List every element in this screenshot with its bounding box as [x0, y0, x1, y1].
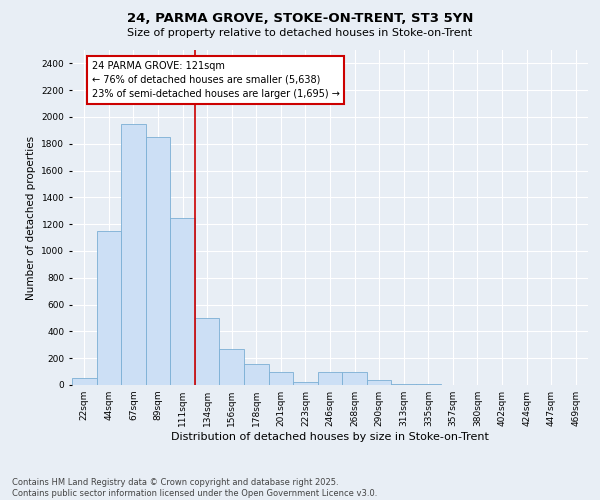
- Bar: [269, 372, 293, 385]
- Text: 24, PARMA GROVE, STOKE-ON-TRENT, ST3 5YN: 24, PARMA GROVE, STOKE-ON-TRENT, ST3 5YN: [127, 12, 473, 26]
- Bar: [195, 318, 220, 385]
- Bar: [220, 349, 244, 385]
- Y-axis label: Number of detached properties: Number of detached properties: [26, 136, 36, 300]
- Bar: [391, 384, 416, 385]
- Bar: [121, 124, 146, 385]
- Bar: [293, 382, 318, 385]
- Text: Contains HM Land Registry data © Crown copyright and database right 2025.
Contai: Contains HM Land Registry data © Crown c…: [12, 478, 377, 498]
- Bar: [97, 231, 121, 385]
- Bar: [244, 364, 269, 385]
- Bar: [170, 218, 195, 385]
- Bar: [367, 380, 391, 385]
- X-axis label: Distribution of detached houses by size in Stoke-on-Trent: Distribution of detached houses by size …: [171, 432, 489, 442]
- Bar: [318, 372, 342, 385]
- Text: 24 PARMA GROVE: 121sqm
← 76% of detached houses are smaller (5,638)
23% of semi-: 24 PARMA GROVE: 121sqm ← 76% of detached…: [92, 60, 340, 98]
- Bar: [342, 372, 367, 385]
- Text: Size of property relative to detached houses in Stoke-on-Trent: Size of property relative to detached ho…: [127, 28, 473, 38]
- Bar: [416, 384, 440, 385]
- Bar: [72, 378, 97, 385]
- Bar: [146, 137, 170, 385]
